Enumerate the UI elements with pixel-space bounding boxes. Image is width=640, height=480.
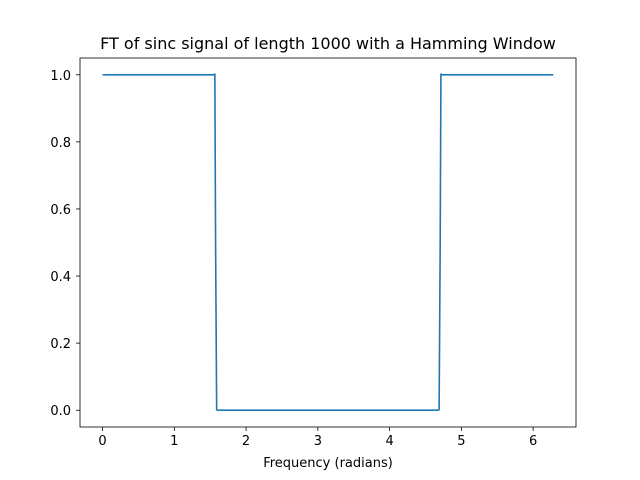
chart-title: FT of sinc signal of length 1000 with a … bbox=[100, 34, 556, 53]
y-tick-label: 0.2 bbox=[50, 337, 71, 352]
x-axis-ticks: 0 1 2 3 4 5 6 bbox=[98, 427, 537, 449]
x-tick-label: 1 bbox=[170, 434, 178, 449]
axes-frame bbox=[79, 57, 577, 428]
y-axis-ticks: 0.0 0.2 0.4 0.6 0.8 1.0 bbox=[50, 69, 80, 419]
y-tick-label: 0.4 bbox=[50, 270, 71, 285]
x-axis-label: Frequency (radians) bbox=[263, 456, 393, 471]
x-tick-label: 5 bbox=[457, 434, 465, 449]
y-tick-label: 0.8 bbox=[50, 136, 71, 151]
x-tick-label: 6 bbox=[529, 434, 537, 449]
plot-area bbox=[79, 57, 577, 428]
x-tick-label: 0 bbox=[98, 434, 106, 449]
x-tick-label: 2 bbox=[242, 434, 250, 449]
series-line bbox=[102, 73, 554, 412]
x-tick-label: 3 bbox=[314, 434, 322, 449]
x-tick-label: 4 bbox=[385, 434, 393, 449]
y-tick-label: 1.0 bbox=[50, 69, 71, 84]
y-tick-label: 0.0 bbox=[50, 404, 71, 419]
y-tick-label: 0.6 bbox=[50, 203, 71, 218]
